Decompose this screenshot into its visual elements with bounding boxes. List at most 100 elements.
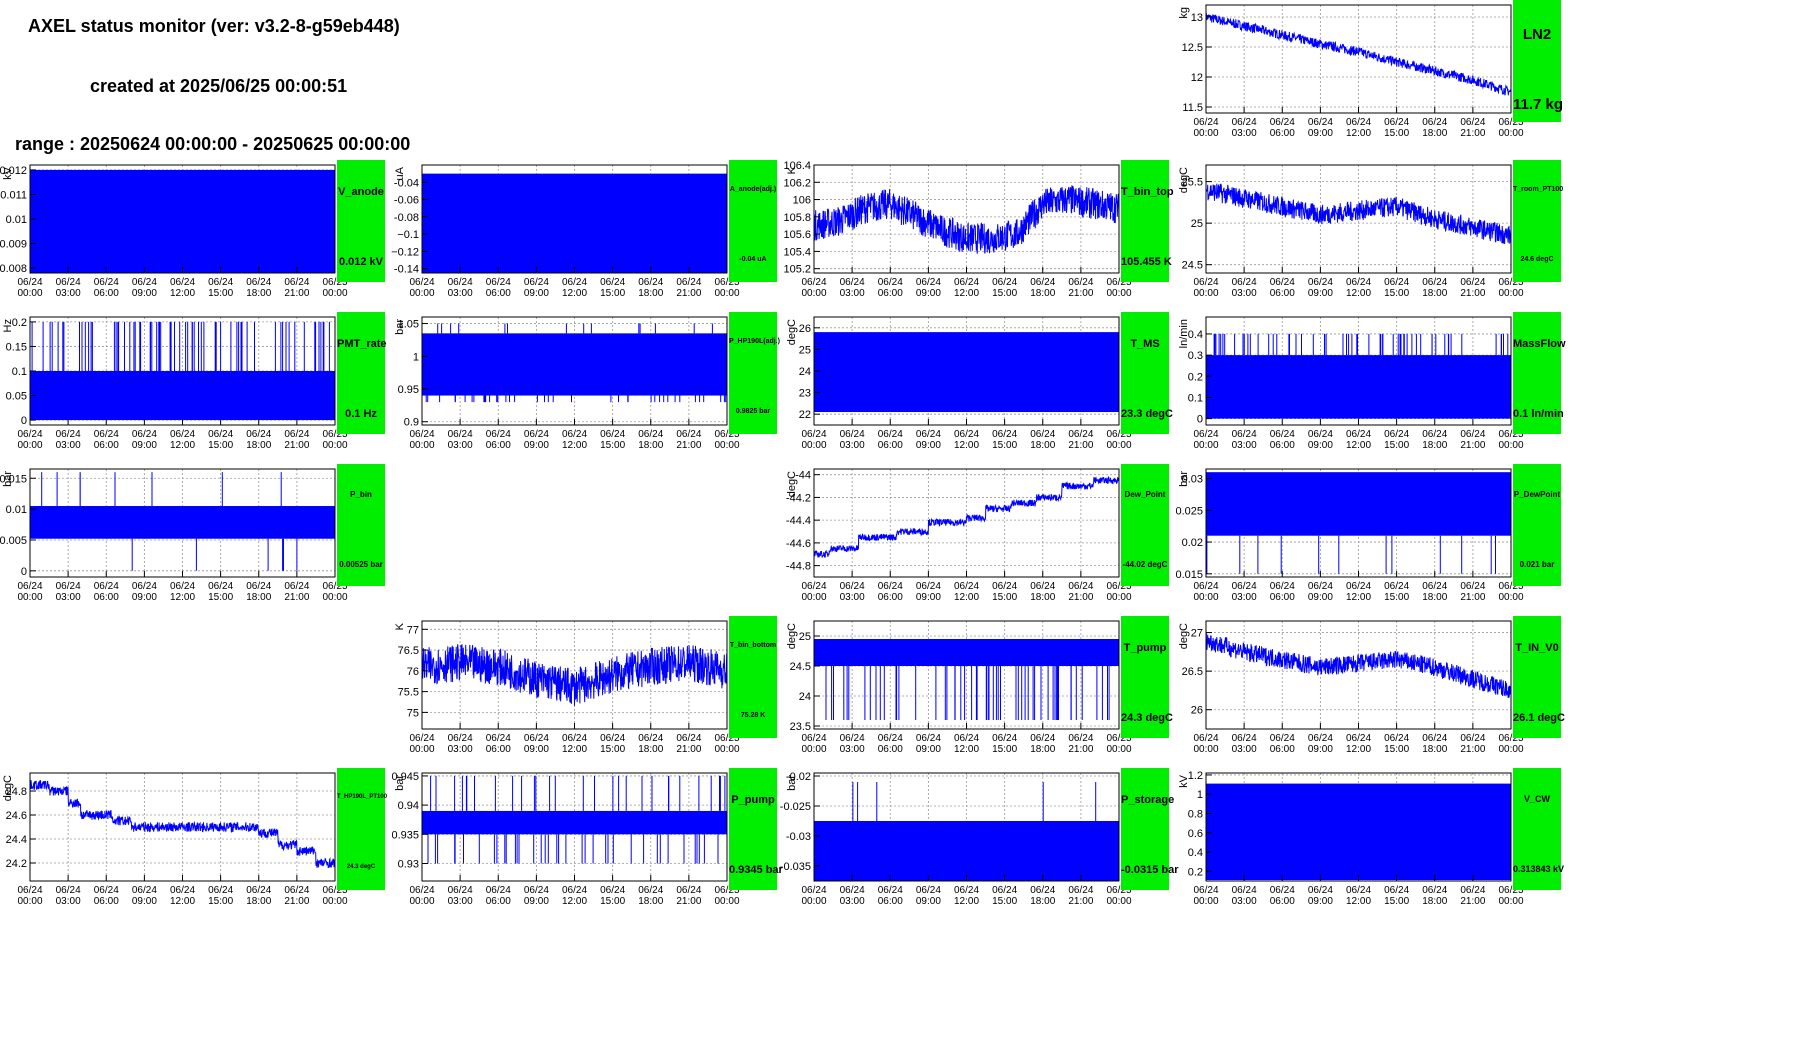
x-tick-date: 06/24 (1384, 277, 1409, 288)
x-tick-time: 15:00 (1384, 288, 1409, 299)
y-tick-label: -44.6 (786, 538, 811, 550)
status-name: T_MS (1130, 338, 1160, 350)
x-tick-time: 00:00 (409, 744, 434, 755)
y-tick-label: 0.95 (398, 384, 419, 396)
chart-15: 24.224.424.624.806/2400:0006/2403:0006/2… (2, 772, 348, 907)
x-tick-date: 06/24 (1232, 581, 1257, 592)
data-spikes (852, 782, 1097, 821)
chart-9: 00.0050.010.01506/2400:0006/2403:0006/24… (0, 468, 348, 603)
x-tick-date: 06/24 (1030, 733, 1055, 744)
y-tick-label: 0.6 (1188, 828, 1203, 840)
x-tick-date: 06/24 (1030, 277, 1055, 288)
x-tick-time: 00:00 (714, 896, 739, 907)
panel-t-hp190l-pt100: 24.2 24.4 24.6 24.8 06/24 00:00 06/24 03:00 06/2… (0, 768, 443, 911)
x-tick-time: 00:00 (322, 896, 347, 907)
x-tick-date: 06/25 (322, 885, 347, 896)
x-tick-date: 06/24 (676, 733, 701, 744)
x-tick-time: 18:00 (246, 896, 271, 907)
data-spikes (1213, 333, 1509, 356)
x-tick-date: 06/24 (954, 277, 979, 288)
y-tick-label: -44 (795, 470, 811, 482)
y-tick-label: 0 (21, 566, 27, 578)
chart-12: 7575.57676.57706/2400:0006/2403:0006/240… (394, 620, 740, 755)
x-tick-time: 15:00 (992, 440, 1017, 451)
x-tick-date: 06/25 (1498, 277, 1523, 288)
y-tick-label: 24.5 (1182, 260, 1203, 272)
status-name: T_HP190L_PT100 (337, 794, 388, 800)
status-value: 0.021 bar (1519, 560, 1555, 569)
x-tick-time: 06:00 (486, 744, 511, 755)
x-tick-time: 06:00 (1270, 440, 1295, 451)
x-tick-time: 00:00 (801, 440, 826, 451)
y-tick-label: -0.08 (394, 212, 419, 224)
x-tick-date: 06/24 (878, 733, 903, 744)
x-tick-time: 00:00 (714, 440, 739, 451)
x-tick-date: 06/24 (1308, 429, 1333, 440)
x-tick-time: 00:00 (322, 592, 347, 603)
x-tick-date: 06/25 (322, 277, 347, 288)
x-tick-time: 18:00 (1030, 440, 1055, 451)
x-tick-date: 06/24 (486, 429, 511, 440)
x-tick-date: 06/25 (1106, 581, 1131, 592)
x-tick-date: 06/24 (600, 429, 625, 440)
x-tick-date: 06/24 (1270, 117, 1295, 128)
x-tick-date: 06/25 (1106, 733, 1131, 744)
x-tick-date: 06/24 (246, 429, 271, 440)
x-tick-date: 06/24 (1270, 581, 1295, 592)
y-tick-label: 24 (799, 366, 811, 378)
status-name: T_room_PT100 (1513, 186, 1564, 193)
x-tick-date: 06/24 (94, 277, 119, 288)
x-tick-date: 06/24 (208, 429, 233, 440)
x-tick-date: 06/24 (1232, 117, 1257, 128)
status-value: 11.7 kg (1513, 96, 1564, 113)
y-tick-label: -44.4 (786, 515, 811, 527)
x-tick-date: 06/24 (17, 581, 42, 592)
x-tick-time: 15:00 (1384, 440, 1409, 451)
x-tick-time: 00:00 (1106, 288, 1131, 299)
panel-pmt-rate: 0 0.05 0.1 0.15 0.2 06/24 00:00 06/24 03:00 06/24… (0, 312, 443, 455)
data-spikes (427, 775, 726, 864)
x-tick-time: 00:00 (801, 288, 826, 299)
x-tick-time: 18:00 (1030, 592, 1055, 603)
x-tick-time: 12:00 (562, 744, 587, 755)
status-box: T_room_PT100 24.6 degC (1513, 160, 1564, 282)
x-tick-time: 00:00 (17, 440, 42, 451)
y-tick-label: 26 (1191, 705, 1203, 717)
x-tick-time: 03:00 (56, 288, 81, 299)
x-tick-time: 03:00 (56, 592, 81, 603)
status-value: 0.9825 bar (735, 408, 771, 415)
x-tick-time: 15:00 (208, 896, 233, 907)
x-tick-date: 06/25 (1498, 885, 1523, 896)
x-tick-time: 18:00 (638, 440, 663, 451)
x-tick-time: 00:00 (1193, 744, 1218, 755)
y-tick-label: 105.2 (783, 264, 811, 276)
x-tick-date: 06/24 (638, 429, 663, 440)
panel-t-ms: 22 23 24 25 26 06/24 00:00 06/24 03:00 06/24 06:00… (784, 312, 1227, 455)
x-tick-time: 15:00 (600, 440, 625, 451)
x-tick-date: 06/24 (878, 277, 903, 288)
x-tick-date: 06/24 (1193, 885, 1218, 896)
y-tick-label: -0.06 (394, 195, 419, 207)
data-spikes (425, 323, 727, 403)
x-tick-time: 18:00 (1422, 440, 1447, 451)
x-tick-time: 21:00 (676, 744, 701, 755)
x-tick-date: 06/24 (954, 581, 979, 592)
x-tick-time: 18:00 (246, 592, 271, 603)
x-tick-time: 00:00 (1106, 440, 1131, 451)
x-tick-time: 15:00 (208, 440, 233, 451)
x-tick-time: 09:00 (916, 744, 941, 755)
status-name: T_IN_V0 (1515, 642, 1559, 654)
status-box: T_HP190L_PT100 24.3 degC (337, 768, 388, 890)
x-tick-time: 15:00 (208, 288, 233, 299)
x-tick-time: 18:00 (1422, 592, 1447, 603)
chart-4: 24.52525.506/2400:0006/2403:0006/2406:00… (1178, 164, 1524, 299)
x-tick-date: 06/24 (524, 885, 549, 896)
panel-p-bin: 0 0.005 0.01 0.015 06/24 00:00 06/24 03:00 06/24… (0, 464, 443, 607)
y-axis-label: K (786, 166, 798, 174)
x-tick-time: 06:00 (1270, 288, 1295, 299)
x-tick-time: 18:00 (1422, 744, 1447, 755)
x-tick-time: 21:00 (1460, 128, 1485, 139)
x-tick-date: 06/24 (1193, 117, 1218, 128)
x-tick-time: 09:00 (916, 288, 941, 299)
x-tick-date: 06/24 (132, 277, 157, 288)
